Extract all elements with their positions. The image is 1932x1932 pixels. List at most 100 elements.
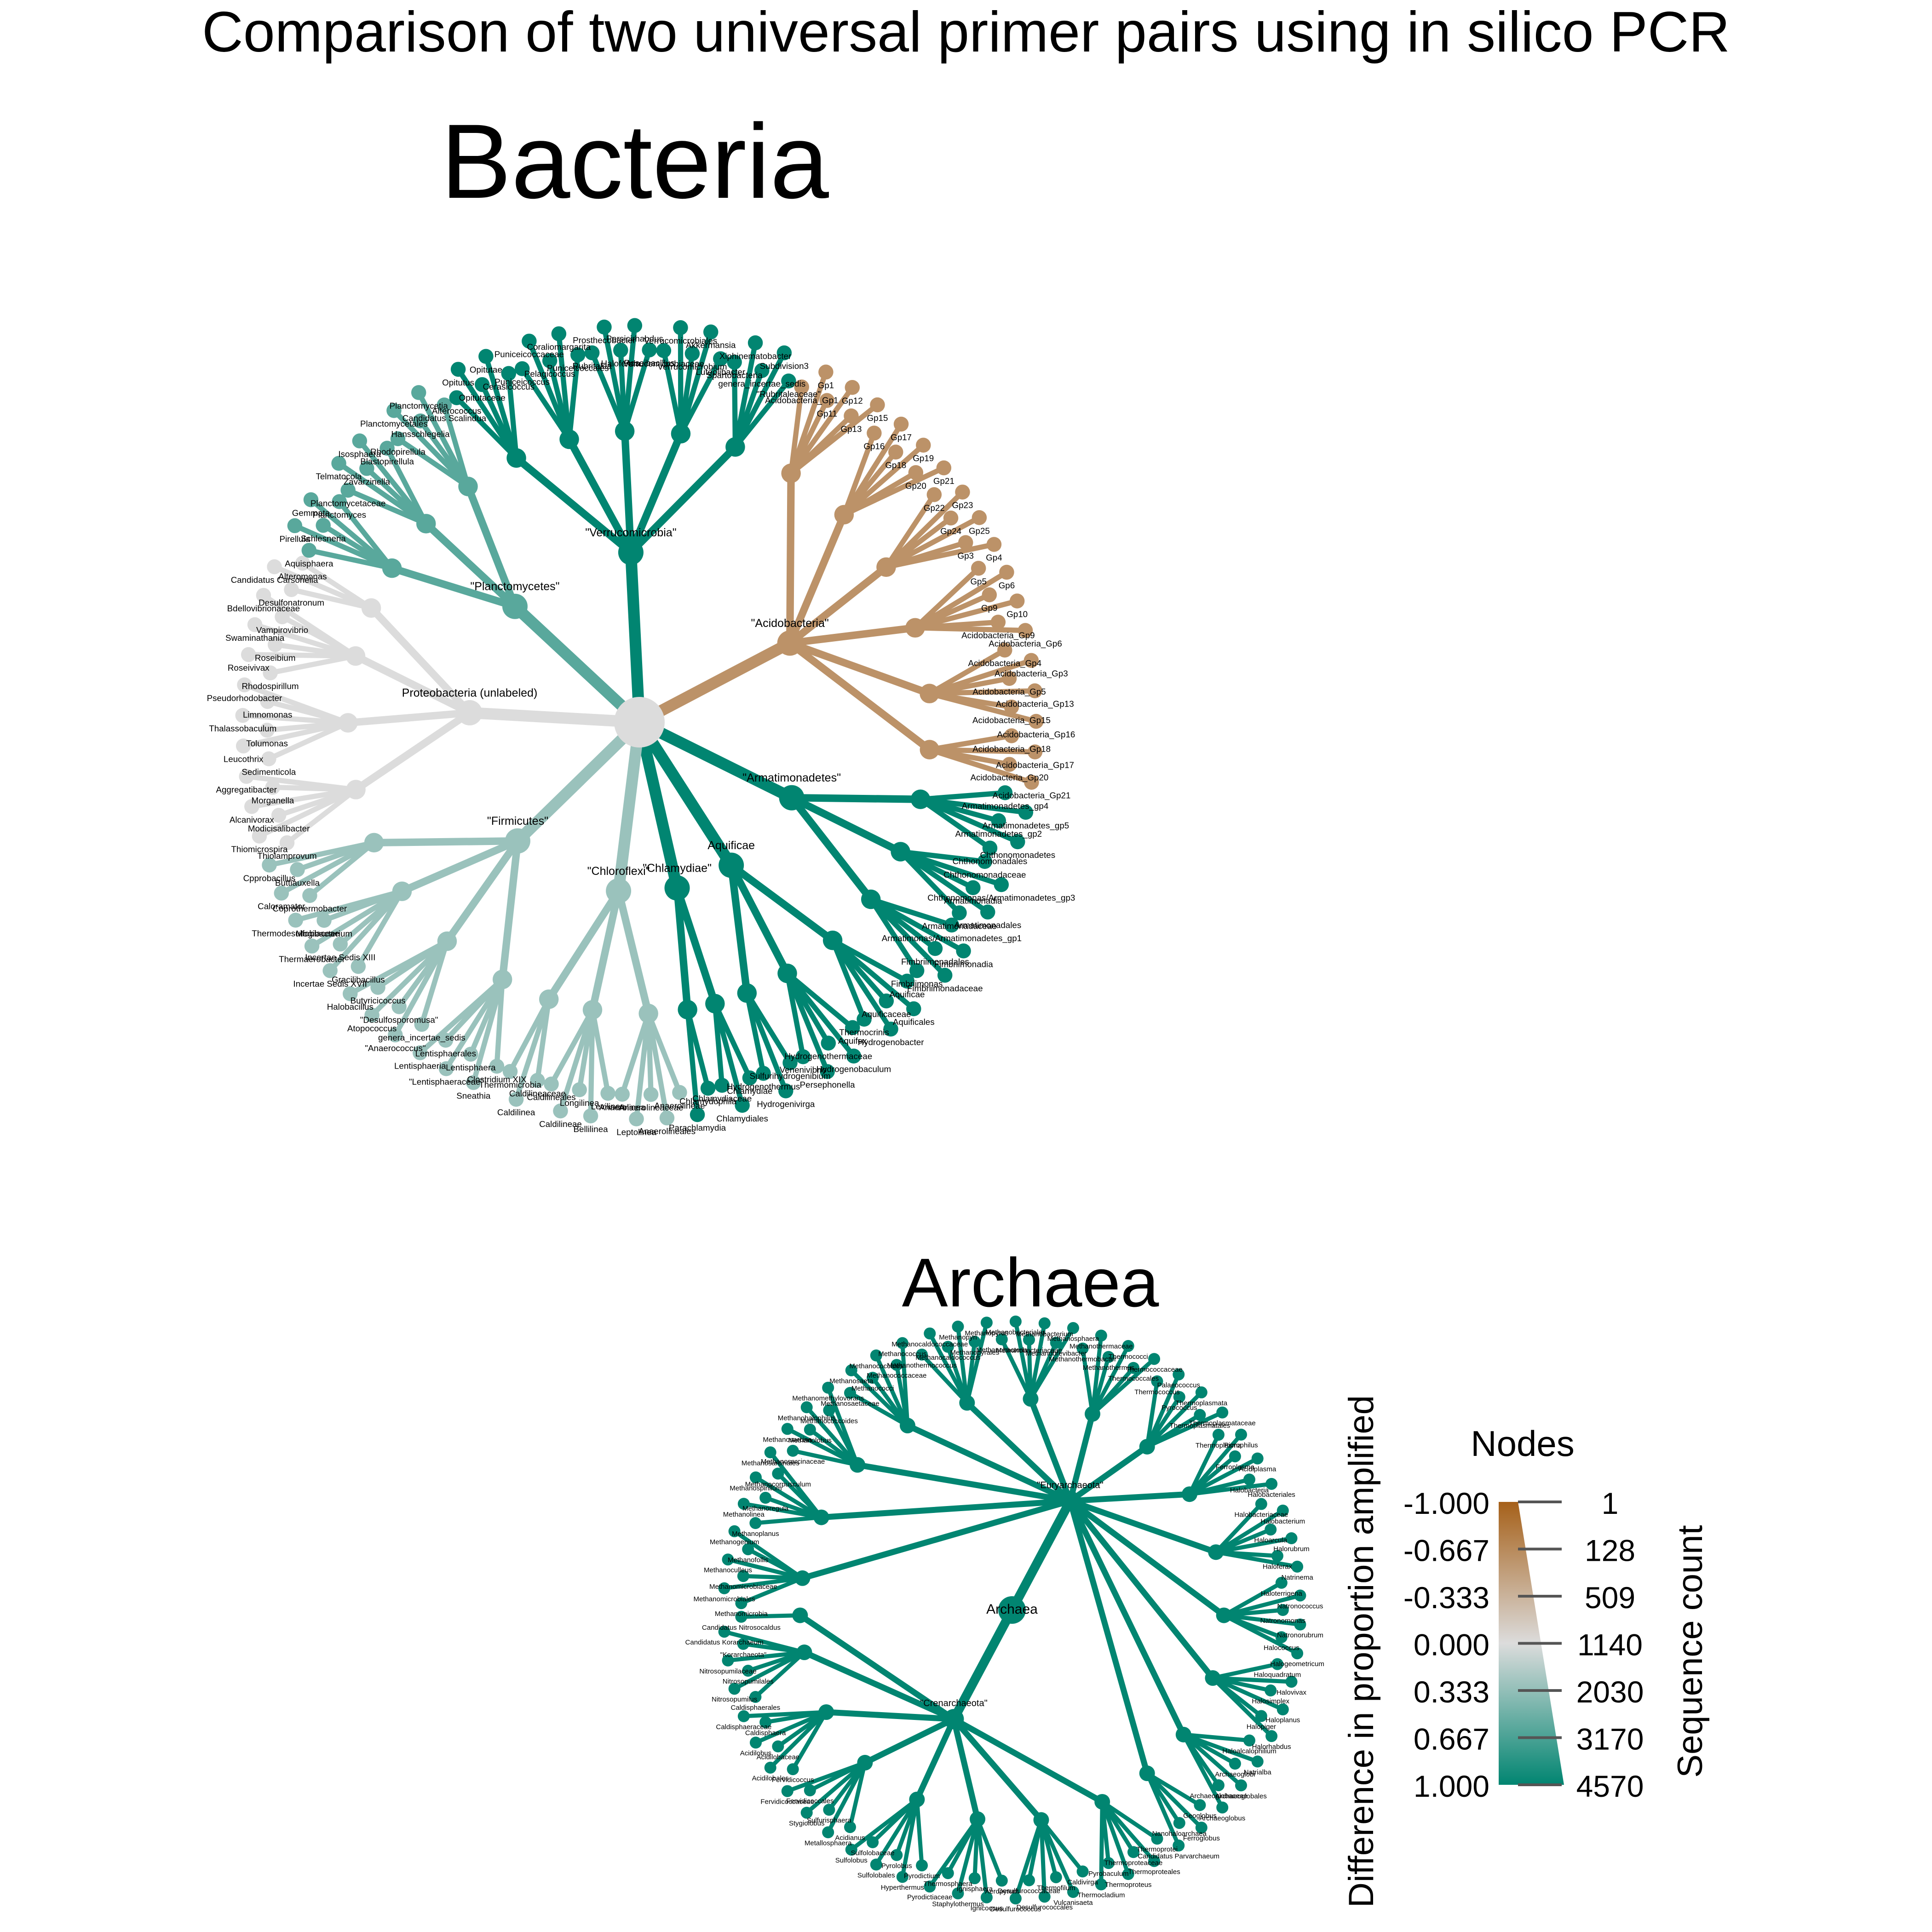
tree-edge	[722, 1576, 805, 1591]
tree-leaf-node	[1002, 757, 1017, 772]
tree-edge	[1213, 1536, 1294, 1554]
tree-leaf-node	[1067, 1886, 1079, 1898]
tree-leaf-node	[749, 1736, 762, 1749]
taxon-label: Methanothermococcus	[887, 1362, 957, 1369]
tree-edge	[786, 639, 933, 753]
tree-edge	[1181, 1732, 1243, 1788]
tree-edge	[950, 1716, 981, 1823]
tree-edge	[1145, 1379, 1159, 1449]
tree-leaf-node	[982, 840, 998, 856]
tree-leaf-node	[936, 460, 952, 476]
tree-edge	[1067, 1411, 1096, 1504]
tree-edge	[1222, 1593, 1302, 1618]
tree-edge	[1007, 1496, 1075, 1615]
tree-leaf-node	[1229, 1450, 1241, 1462]
tree-node	[719, 852, 744, 878]
tree-edge	[454, 395, 519, 461]
taxon-label: Opitutae	[470, 365, 502, 374]
tree-leaf-node	[844, 1387, 856, 1399]
taxon-label: Methanococcaceae	[867, 1372, 926, 1380]
tree-edge	[964, 1400, 1074, 1504]
tree-leaf-node	[1265, 1478, 1278, 1490]
taxon-label: Caldilineae	[539, 1119, 582, 1129]
tree-leaf-node	[748, 335, 763, 351]
tree-leaf-node	[380, 441, 395, 456]
legend-color-tick: 0.667	[1414, 1722, 1489, 1756]
tree-edge	[443, 977, 505, 1071]
tree-edge	[646, 1011, 683, 1095]
tree-edge	[742, 1710, 828, 1719]
tree-edge	[912, 565, 981, 631]
taxon-label: Halobacteriales	[1248, 1491, 1295, 1499]
taxon-label: Pyrolobus	[881, 1862, 912, 1870]
taxon-label: Atopococcus	[347, 1024, 397, 1033]
tree-edge	[918, 790, 1008, 802]
tree-edge	[868, 897, 954, 928]
taxon-label: "Korarchaeota"	[720, 1651, 766, 1659]
tree-leaf-node	[267, 637, 283, 652]
taxon-label: Caldisphaeraceae	[716, 1723, 771, 1731]
group-label: Proteobacteria (unlabeled)	[402, 686, 538, 699]
tree-edge	[464, 707, 645, 728]
tree-edge	[266, 840, 377, 868]
tree-leaf-node	[1194, 1799, 1206, 1811]
tree-edge	[1222, 1581, 1284, 1618]
tree-leaf-node	[916, 1348, 928, 1361]
tree-leaf-node	[909, 963, 925, 978]
tree-leaf-node	[742, 1070, 758, 1086]
taxon-label: Caldilineales	[527, 1092, 575, 1102]
taxon-label: Acidobacteria_Gp5	[972, 687, 1046, 697]
tree-edge	[566, 352, 581, 442]
taxon-label: Thermoplasmataceae	[1189, 1420, 1256, 1427]
tree-leaf-node	[302, 888, 317, 903]
tree-leaf-node	[1009, 1315, 1022, 1328]
tree-leaf-node	[551, 326, 567, 341]
taxon-label: Haloquadratum	[1254, 1671, 1301, 1679]
taxon-label: Methanococcales	[849, 1363, 903, 1370]
tree-edge	[927, 1817, 980, 1889]
tree-leaf-node	[1235, 1779, 1247, 1792]
tree-node	[1205, 1670, 1221, 1686]
taxon-label: Haloferax	[1263, 1563, 1293, 1570]
tree-edge	[1213, 1508, 1285, 1554]
tree-edge	[1039, 1817, 1085, 1874]
tree-edge	[1100, 1800, 1156, 1863]
tree-edge	[267, 653, 358, 676]
tree-node	[857, 1754, 873, 1771]
tree-leaf-node	[971, 561, 986, 576]
tree-leaf-node	[781, 1785, 794, 1797]
tree-leaf-node	[870, 397, 885, 413]
taxon-label: Thermococcaceae	[1126, 1366, 1182, 1374]
tree-node	[876, 557, 896, 577]
tree-leaf-node	[823, 1804, 835, 1816]
tree-leaf-node	[804, 1423, 816, 1436]
taxon-label: Thermoprotei	[1137, 1846, 1178, 1853]
group-label: "Verrucomicrobia"	[585, 526, 676, 539]
tree-leaf-node	[643, 1087, 659, 1102]
taxon-label: Blastopirellula	[360, 456, 414, 466]
tree-leaf-node	[822, 1381, 834, 1394]
tree-edge	[1145, 1410, 1225, 1449]
taxon-label: Methanomicrobia	[715, 1610, 768, 1618]
tree-edge	[545, 887, 622, 1003]
tree-leaf-node	[944, 917, 960, 933]
taxon-label: Sulfolobales	[857, 1871, 895, 1879]
tree-edge	[868, 897, 920, 973]
taxon-label: Halococcus	[1264, 1644, 1300, 1652]
taxon-label: Lentisphaera	[446, 1063, 496, 1072]
taxon-label: Ignisphaera	[957, 1885, 993, 1893]
tree-leaf-node	[800, 1806, 813, 1819]
taxon-label: Thermocladium	[1077, 1892, 1125, 1899]
tree-labels: Proteobacteria (unlabeled)ThiolamprovumT…	[207, 334, 1075, 1137]
tree-node	[818, 1704, 834, 1720]
tree-edge	[625, 546, 645, 728]
tree-edge	[784, 971, 855, 1030]
tree-edge	[914, 1797, 924, 1868]
tree-leaf-node	[980, 904, 995, 920]
tree-leaf-node	[804, 1784, 816, 1797]
tree-edge	[588, 887, 622, 1014]
tree-edge	[633, 716, 798, 804]
tree-node	[539, 989, 559, 1009]
taxon-label: Gp10	[1006, 609, 1028, 619]
tree-leaf-node	[749, 1690, 762, 1703]
